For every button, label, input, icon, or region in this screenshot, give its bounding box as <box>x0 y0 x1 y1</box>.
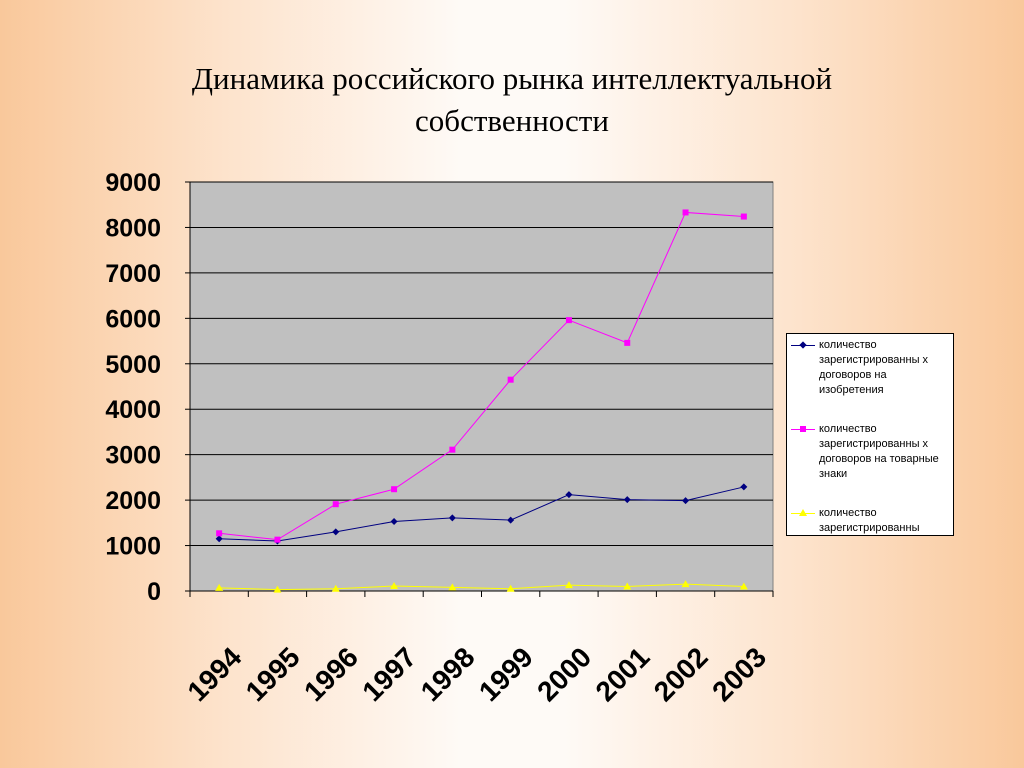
data-point <box>448 514 456 522</box>
slide-title: Динамика российского рынка интеллектуаль… <box>0 58 1024 142</box>
y-tick-labels: 0 1000 2000 3000 4000 5000 6000 7000 8000 9000 <box>105 169 161 606</box>
chart-legend: количество зарегистрированны х договоров… <box>786 333 954 536</box>
data-point <box>274 536 281 543</box>
data-point <box>564 581 573 589</box>
data-point <box>448 583 457 591</box>
data-point <box>390 517 398 525</box>
gridlines <box>190 181 773 547</box>
x-tick-label: 2002 <box>648 641 714 707</box>
x-tick-label: 1999 <box>473 641 539 707</box>
y-tick-label: 4000 <box>105 396 161 424</box>
data-point <box>391 486 398 493</box>
data-point <box>506 584 515 592</box>
y-tick-label: 9000 <box>105 169 161 197</box>
slide-title-line-1: Динамика российского рынка интеллектуаль… <box>191 61 833 96</box>
x-tick-label: 1994 <box>181 641 247 707</box>
legend-key-trademarks <box>791 422 815 437</box>
data-point <box>507 516 515 524</box>
data-point <box>681 580 690 588</box>
data-point <box>273 585 282 593</box>
data-point <box>449 446 456 453</box>
data-point <box>507 376 514 383</box>
legend-label-trademarks: количество зарегистрированны х договоров… <box>819 423 939 480</box>
series-lines <box>215 209 748 593</box>
axes <box>185 181 774 597</box>
y-tick-label: 8000 <box>105 214 161 242</box>
data-point <box>216 530 223 537</box>
y-tick-label: 0 <box>147 578 161 606</box>
data-point <box>331 584 340 592</box>
series-line-3 <box>219 583 744 591</box>
data-point <box>623 496 631 504</box>
y-tick-label: 5000 <box>105 351 161 379</box>
data-point <box>565 317 572 324</box>
y-tick-label: 3000 <box>105 442 161 470</box>
data-point <box>215 583 224 591</box>
data-point <box>565 491 573 499</box>
legend-key-inventions <box>791 338 815 353</box>
x-tick-label: 2000 <box>531 641 597 707</box>
series-line-1 <box>219 486 744 542</box>
y-tick-label: 1000 <box>105 533 161 561</box>
series-line-2 <box>219 211 744 541</box>
data-point <box>739 582 748 590</box>
x-tick-label: 2003 <box>706 641 772 707</box>
data-point <box>740 483 748 491</box>
data-point <box>682 497 690 505</box>
y-tick-label: 2000 <box>105 487 161 515</box>
data-point <box>390 582 399 590</box>
data-point <box>215 535 223 543</box>
slide-title-line-2: собственности <box>415 103 609 138</box>
data-point <box>740 213 747 220</box>
x-tick-label: 2001 <box>590 641 656 707</box>
legend-label-inventions: количество зарегистрированны х договоров… <box>819 339 929 396</box>
x-tick-label: 1997 <box>356 641 422 707</box>
x-tick-label: 1998 <box>415 641 481 707</box>
y-tick-label: 6000 <box>105 305 161 333</box>
legend-key-third <box>791 506 815 521</box>
plot-area <box>189 181 774 592</box>
data-point <box>332 501 339 508</box>
x-tick-label: 1995 <box>240 641 306 707</box>
legend-label-third: количество зарегистрированны <box>819 507 920 534</box>
y-tick-label: 7000 <box>105 260 161 288</box>
data-point <box>332 528 340 536</box>
data-point <box>623 582 632 590</box>
data-point <box>682 209 689 216</box>
data-point <box>624 339 631 346</box>
x-tick-label: 1996 <box>298 641 364 707</box>
